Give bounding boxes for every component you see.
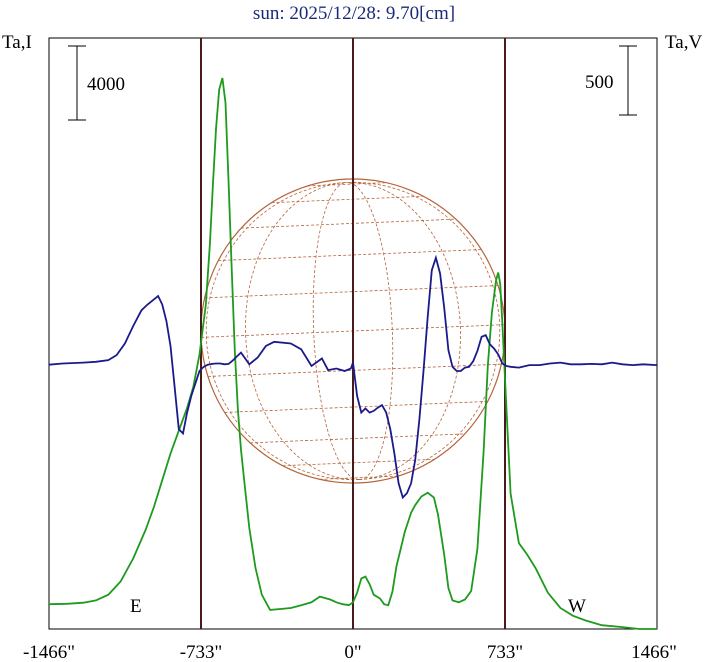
chart-title: sun: 2025/12/28: 9.70[cm] bbox=[252, 3, 456, 24]
latitude-line bbox=[319, 475, 399, 480]
x-tick-label: 1466" bbox=[631, 642, 677, 662]
x-tick-label: -1466" bbox=[23, 642, 75, 662]
latitude-line bbox=[250, 433, 465, 444]
latitude-line bbox=[204, 285, 499, 299]
latitude-line bbox=[282, 458, 435, 467]
x-tick-label: -733" bbox=[180, 642, 223, 662]
stokes-i-line bbox=[48, 77, 657, 630]
longitude-line bbox=[205, 182, 360, 481]
latitude-line bbox=[271, 195, 424, 204]
left-axis-label: Ta,I bbox=[2, 32, 32, 53]
latitude-line bbox=[307, 182, 387, 187]
x-axis-ticks: -1466" -733" 0" 733" 1466" bbox=[23, 642, 677, 662]
east-limb-label: E bbox=[130, 596, 142, 617]
x-tick-label: 0" bbox=[344, 642, 361, 662]
right-axis-label: Ta,V bbox=[665, 32, 702, 53]
latitude-line bbox=[218, 249, 482, 261]
longitude-line bbox=[346, 181, 462, 480]
west-limb-label: W bbox=[568, 596, 586, 617]
left-scale-bar-label: 4000 bbox=[87, 74, 125, 95]
latitude-line bbox=[241, 218, 456, 229]
left-scale-bar: 4000 bbox=[68, 45, 125, 121]
right-scale-bar-label: 500 bbox=[585, 72, 614, 93]
vertical-lines bbox=[200, 38, 506, 629]
x-tick-label: 733" bbox=[487, 642, 523, 662]
right-scale-bar: 500 bbox=[585, 45, 637, 116]
longitude-line bbox=[346, 181, 501, 480]
latitude-line bbox=[224, 401, 488, 413]
stokes-v-line bbox=[48, 254, 658, 500]
longitude-line bbox=[244, 182, 360, 481]
